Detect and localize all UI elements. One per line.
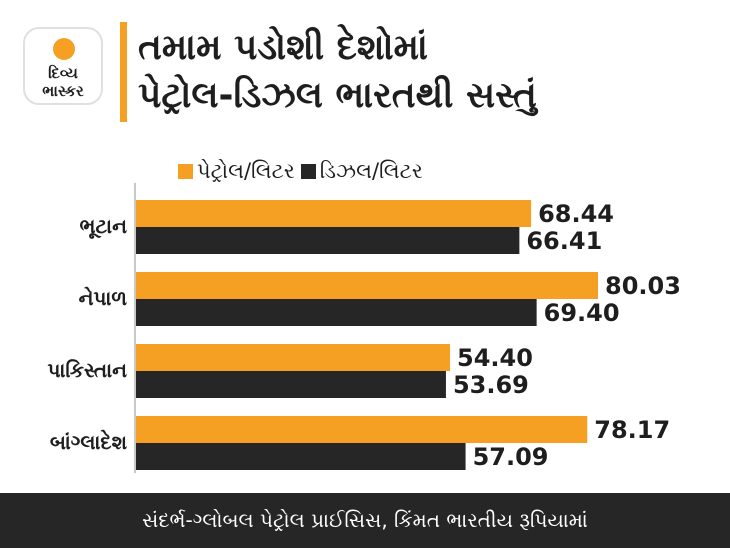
legend-label-petrol: પેટ્રોલ/લિટર (197, 159, 295, 183)
data-label: 78.17 (594, 416, 670, 444)
data-label: 66.41 (526, 227, 602, 255)
category-label: પાકિસ્તાન (48, 358, 128, 382)
brand-name-line2: ભાસ્કર (42, 82, 84, 100)
bar-petrol (136, 416, 588, 443)
data-label: 54.40 (457, 344, 533, 372)
chart-legend: પેટ્રોલ/લિટર ડિઝલ/લિટર (178, 158, 429, 184)
legend-item-petrol: પેટ્રોલ/લિટર (178, 158, 295, 184)
data-label: 68.44 (538, 200, 614, 228)
bar-diesel (136, 299, 537, 326)
category-label: નેપાળ (79, 286, 128, 310)
brand-logo: દિવ્ય ભાસ્કર (23, 27, 103, 105)
bar-petrol (136, 272, 598, 299)
data-label: 69.40 (544, 299, 620, 327)
data-label: 80.03 (605, 272, 681, 300)
category-label: ભૂટાન (80, 214, 128, 238)
brand-name-line1: દિવ્ય (48, 64, 78, 82)
data-label: 57.09 (473, 443, 549, 471)
bar-petrol (136, 200, 532, 227)
title-accent-bar (120, 22, 127, 122)
legend-label-diesel: ડિઝલ/લિટર (319, 159, 423, 183)
title-line-2: પેટ્રોલ-ડિઝલ ભારતથી સસ્તું (138, 75, 537, 116)
bar-diesel (136, 227, 520, 254)
legend-swatch-diesel (300, 163, 316, 179)
bar-petrol (136, 344, 451, 371)
data-label: 53.69 (453, 371, 529, 399)
title-line-1: તમામ પડોશી દેશોમાં (138, 27, 428, 68)
category-label: બાંગ્લાદેશ (50, 429, 127, 454)
chart-title: તમામ પડોશી દેશોમાં પેટ્રોલ-ડિઝલ ભારતથી સ… (138, 24, 537, 120)
legend-swatch-petrol (178, 163, 193, 179)
legend-item-diesel: ડિઝલ/લિટર (300, 158, 423, 184)
sun-icon (53, 38, 75, 60)
source-footer: સંદર્ભ-ગ્લોબલ પેટ્રોલ પ્રાઈસિસ, કિંમત ભા… (0, 493, 730, 548)
bar-diesel (136, 443, 466, 470)
bar-diesel (136, 371, 446, 398)
